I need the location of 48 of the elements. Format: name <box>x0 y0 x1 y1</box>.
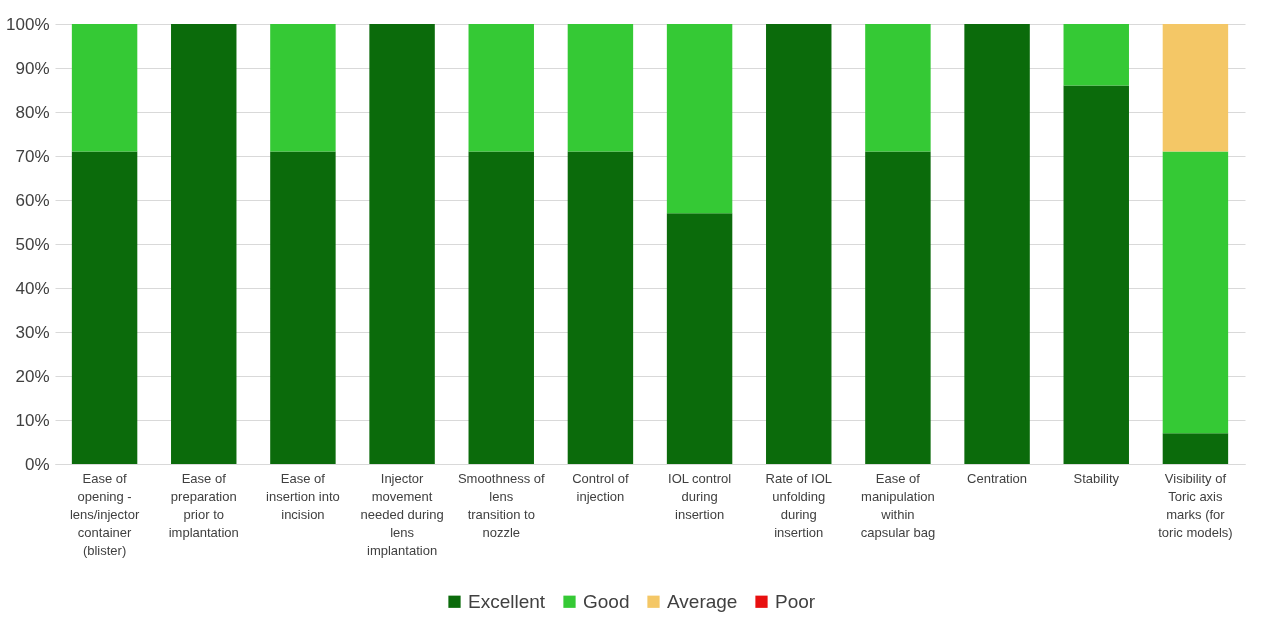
x-tick-label: Ease of preparation prior to implantation <box>168 470 239 540</box>
x-tick-label: Centration <box>967 470 1028 486</box>
x-tick-label: Control of injection <box>572 470 629 504</box>
x-tick-label: Stability <box>1073 470 1120 486</box>
x-tick-label: IOL control during insertion <box>668 470 732 522</box>
bar <box>1063 24 1129 86</box>
bar <box>468 151 534 464</box>
y-tick-label: 20% <box>15 366 50 386</box>
y-tick-label: 100% <box>6 14 50 34</box>
x-tick-label: Ease of opening - lens/injector container (blister) <box>69 470 140 558</box>
x-tick-label: Injector movement needed during lens implantation <box>360 470 444 558</box>
bar <box>1162 24 1229 152</box>
y-tick-label: 30% <box>15 322 50 342</box>
y-tick-label: 70% <box>15 146 50 166</box>
y-tick-label: 60% <box>15 190 50 210</box>
bar <box>666 24 733 214</box>
x-tick-label: Ease of manipulation within capsular bag <box>860 470 936 540</box>
y-tick-label: 0% <box>24 454 50 474</box>
x-tick-label: Visibility of Toric axis marks (for toric models) <box>1158 470 1233 540</box>
bar <box>865 24 931 152</box>
bar <box>71 151 138 464</box>
y-tick-label: 50% <box>15 234 50 254</box>
x-tick-label: Smoothness of lens transition to nozzle <box>457 470 545 540</box>
bar <box>865 151 931 464</box>
bar <box>270 24 336 152</box>
y-tick-label: 80% <box>15 102 50 122</box>
bar <box>567 151 634 464</box>
y-tick-label: 40% <box>15 278 50 298</box>
legend-label: Good <box>583 590 630 612</box>
legend-label: Excellent <box>468 590 546 612</box>
bar <box>666 213 733 464</box>
x-tick-label: Ease of insertion into incision <box>266 470 340 522</box>
bar <box>171 24 237 464</box>
bar <box>567 24 634 152</box>
bar <box>1063 85 1129 464</box>
bar <box>1162 433 1229 464</box>
y-tick-label: 10% <box>15 410 50 430</box>
bar <box>369 24 435 464</box>
bar <box>964 24 1030 464</box>
bar <box>468 24 534 152</box>
bar <box>766 24 832 464</box>
bar <box>71 24 138 152</box>
bar <box>1162 151 1229 434</box>
x-tick-label: Rate of IOL unfolding during insertion <box>765 470 832 540</box>
legend-label: Poor <box>775 590 816 612</box>
y-tick-label: 90% <box>15 58 50 78</box>
legend-label: Average <box>667 590 738 612</box>
bar <box>270 151 336 464</box>
